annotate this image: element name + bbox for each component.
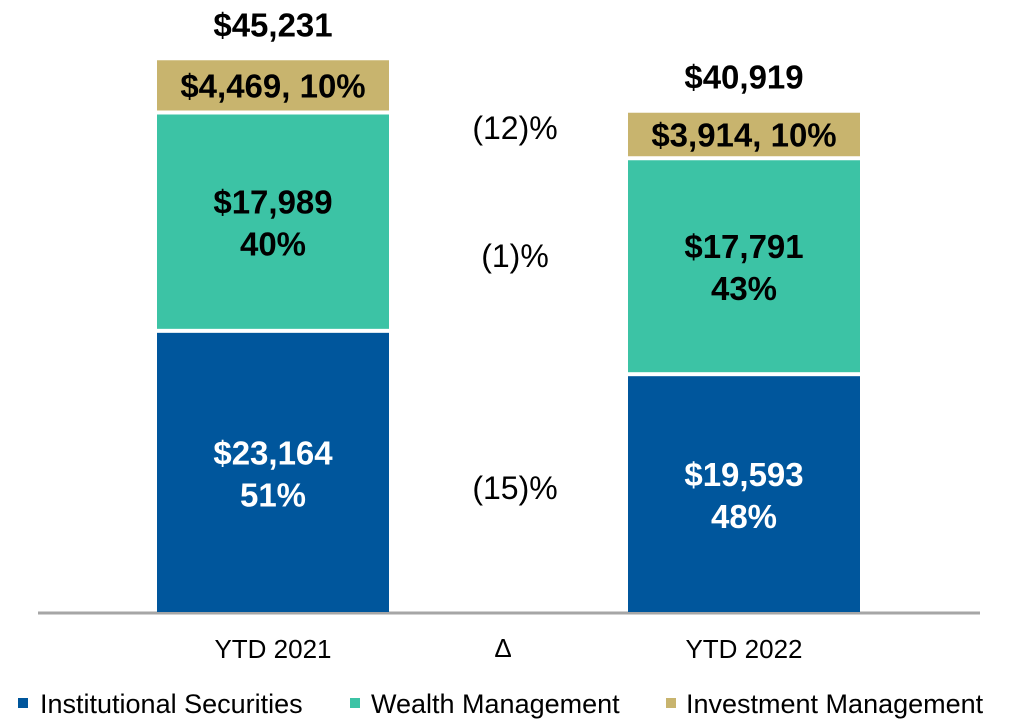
legend-marker-wealth-management [350,698,360,708]
data-label-percent: 43% [711,270,777,307]
legend-label: Institutional Securities [40,689,303,719]
x-tick-label: YTD 2022 [685,634,802,664]
bar-wealth-management-2022 [628,160,860,373]
data-label-value: $23,164 [213,434,333,471]
data-label-percent: 48% [711,498,777,535]
total-label: $40,919 [684,59,803,96]
total-label: $45,231 [213,6,332,43]
data-label-value: $4,469, 10% [180,67,365,104]
change-label: (15)% [472,470,557,506]
legend-label: Investment Management [686,689,984,719]
data-label-value: $3,914, 10% [651,116,836,153]
change-label: (12)% [472,110,557,146]
legend-marker-institutional-securities [18,698,28,708]
data-label-percent: 51% [240,476,306,513]
x-tick-label: YTD 2021 [214,634,331,664]
bar-institutional-securities-2021 [157,332,389,612]
bar-institutional-securities-2022 [628,376,860,612]
bar-investment-management-2022 [628,112,860,157]
data-label-value: $17,791 [684,228,803,265]
data-label-value: $19,593 [684,456,803,493]
legend-marker-investment-management [666,698,676,708]
change-label: (1)% [481,238,549,274]
delta-tick-label: Δ [494,633,511,663]
legend-label: Wealth Management [371,689,620,719]
bar-wealth-management-2021 [157,114,389,329]
data-label-value: $17,989 [213,184,332,221]
bar-investment-management-2021 [157,60,389,111]
data-label-percent: 40% [240,226,306,263]
